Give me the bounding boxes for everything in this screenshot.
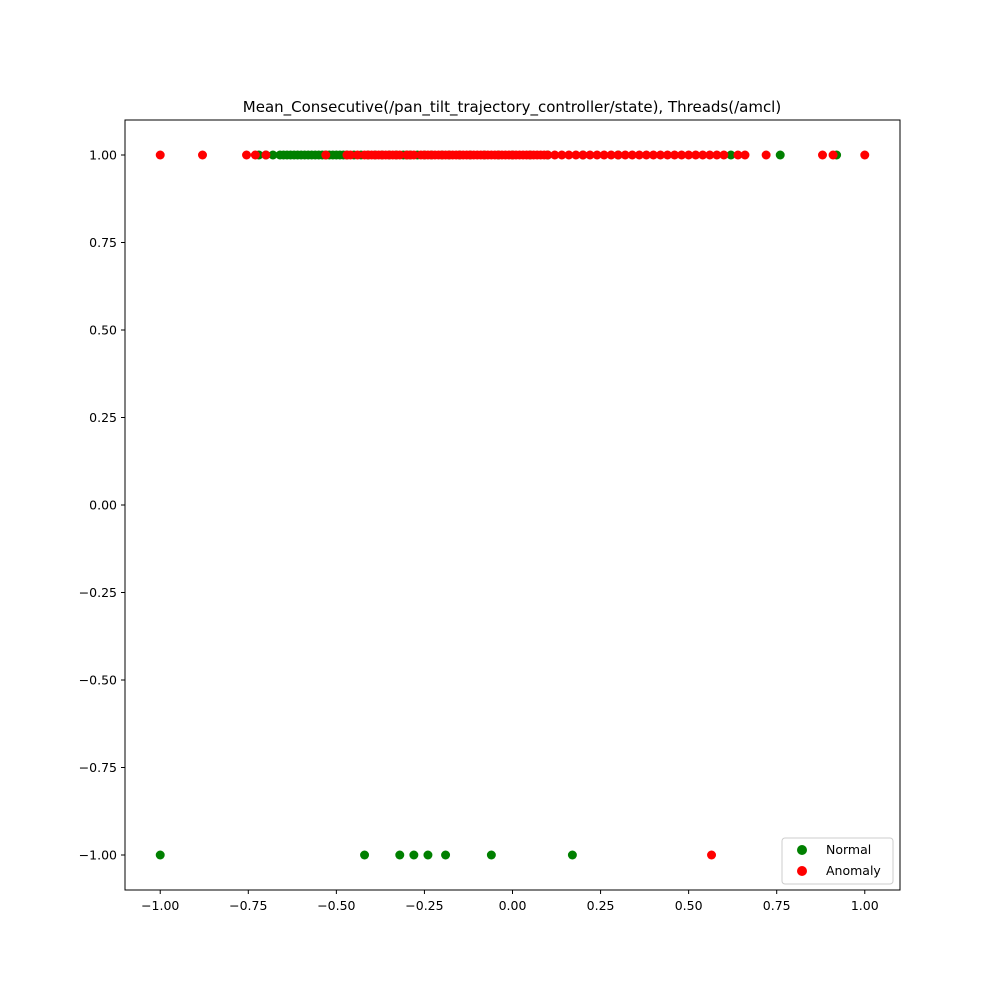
point-normal: [395, 850, 405, 860]
legend-label-normal: Normal: [826, 842, 871, 857]
point-anomaly: [409, 150, 419, 160]
point-normal: [268, 150, 278, 160]
point-normal: [726, 150, 736, 160]
x-tick-label: 0.25: [587, 898, 615, 913]
legend: Normal Anomaly: [781, 837, 894, 885]
x-tick-label: −0.75: [229, 898, 267, 913]
point-anomaly: [691, 150, 701, 160]
y-tick-label: 0.50: [89, 323, 117, 338]
point-normal: [360, 850, 370, 860]
point-anomaly: [242, 150, 252, 160]
point-anomaly: [648, 150, 658, 160]
point-anomaly: [698, 150, 708, 160]
y-tick-label: −0.50: [79, 673, 117, 688]
x-tick-label: 0.75: [763, 898, 791, 913]
point-anomaly: [250, 150, 260, 160]
point-anomaly: [395, 150, 405, 160]
x-tick-label: 1.00: [851, 898, 879, 913]
point-anomaly: [578, 150, 588, 160]
point-anomaly: [613, 150, 623, 160]
point-anomaly: [155, 150, 165, 160]
point-anomaly: [592, 150, 602, 160]
point-anomaly: [606, 150, 616, 160]
x-tick-label: 0.50: [675, 898, 703, 913]
legend-label-anomaly: Anomaly: [826, 863, 881, 878]
point-anomaly: [828, 150, 838, 160]
point-anomaly: [564, 150, 574, 160]
point-anomaly: [705, 150, 715, 160]
y-tick-label: −0.25: [79, 585, 117, 600]
x-tick-label: −0.50: [317, 898, 355, 913]
y-tick-label: 0.25: [89, 410, 117, 425]
y-axis: −1.00 −0.75 −0.50 −0.25 0.00 0.25 0.50 0.75 1.00: [79, 148, 125, 863]
point-anomaly: [585, 150, 595, 160]
point-anomaly: [557, 150, 567, 160]
point-anomaly: [712, 150, 722, 160]
x-tick-label: −1.00: [141, 898, 179, 913]
y-tick-label: 0.75: [89, 235, 117, 250]
point-normal: [441, 850, 451, 860]
y-tick-label: −0.75: [79, 760, 117, 775]
point-anomaly: [641, 150, 651, 160]
y-tick-label: 0.00: [89, 498, 117, 513]
points-layer: [155, 150, 870, 860]
point-anomaly: [663, 150, 672, 160]
point-anomaly: [599, 150, 609, 160]
point-anomaly: [571, 150, 581, 160]
point-anomaly: [677, 150, 687, 160]
point-anomaly: [670, 150, 680, 160]
legend-marker-anomaly: [797, 866, 807, 876]
y-tick-label: −1.00: [79, 848, 117, 863]
point-anomaly: [627, 150, 637, 160]
legend-box: [781, 837, 894, 885]
point-anomaly: [740, 150, 750, 160]
point-anomaly: [733, 150, 743, 160]
point-anomaly: [345, 150, 355, 160]
point-normal: [423, 850, 433, 860]
point-anomaly: [198, 150, 207, 160]
point-normal: [486, 850, 496, 860]
chart-title: Mean_Consecutive(/pan_tilt_trajectory_co…: [243, 98, 781, 117]
point-anomaly: [261, 150, 271, 160]
point-anomaly: [321, 150, 331, 160]
point-anomaly: [707, 850, 717, 860]
point-anomaly: [860, 150, 870, 160]
point-anomaly: [543, 150, 553, 160]
point-normal: [567, 850, 577, 860]
point-anomaly: [655, 150, 665, 160]
point-anomaly: [818, 150, 827, 160]
point-normal: [409, 850, 419, 860]
point-anomaly: [353, 150, 362, 160]
point-anomaly: [620, 150, 630, 160]
legend-marker-normal: [797, 845, 807, 855]
point-anomaly: [550, 150, 560, 160]
y-tick-label: 1.00: [89, 148, 117, 163]
point-anomaly: [684, 150, 694, 160]
x-tick-label: −0.25: [405, 898, 443, 913]
point-normal: [775, 150, 785, 160]
point-anomaly: [634, 150, 644, 160]
point-anomaly: [761, 150, 771, 160]
point-anomaly: [719, 150, 729, 160]
x-tick-label: 0.00: [499, 898, 527, 913]
x-axis: −1.00 −0.75 −0.50 −0.25 0.00 0.25 0.50 0.75 1.00: [141, 890, 879, 913]
point-normal: [155, 850, 165, 860]
